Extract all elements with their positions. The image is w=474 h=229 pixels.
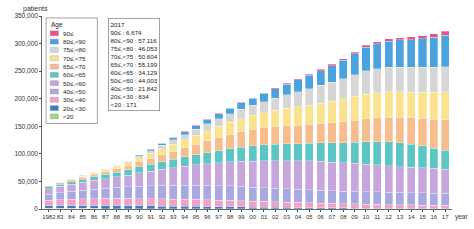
svg-text:<20: <20 — [63, 113, 74, 120]
svg-text:60≤,<65: 60≤,<65 — [63, 71, 86, 78]
svg-text:90≤: 90≤ — [63, 30, 74, 37]
svg-text:150,000: 150,000 — [14, 123, 38, 130]
svg-text:30≤,<40: 30≤,<40 — [63, 96, 86, 103]
svg-text:40≤,<50: 40≤,<50 — [63, 88, 86, 95]
svg-text:70≤,<75: 70≤,<75 — [63, 55, 86, 62]
svg-text:05: 05 — [306, 214, 313, 220]
svg-text:08: 08 — [340, 214, 347, 220]
svg-text:91: 91 — [147, 214, 154, 220]
svg-text:04: 04 — [295, 214, 302, 220]
svg-text:96: 96 — [204, 214, 211, 220]
svg-text:80≤,<90: 80≤,<90 — [63, 38, 86, 45]
svg-text:99: 99 — [238, 214, 245, 220]
svg-text:250,000: 250,000 — [14, 67, 38, 74]
svg-text:90: 90 — [136, 214, 143, 220]
svg-text:20≤,<30: 20≤,<30 — [63, 105, 86, 112]
svg-text:10: 10 — [363, 214, 370, 220]
svg-text:1982: 1982 — [42, 214, 56, 220]
svg-text:11: 11 — [374, 214, 381, 220]
svg-text:50,000: 50,000 — [18, 178, 38, 185]
svg-text:01: 01 — [261, 214, 268, 220]
svg-text:97: 97 — [215, 214, 222, 220]
svg-text:85: 85 — [79, 214, 86, 220]
svg-text:93: 93 — [170, 214, 177, 220]
svg-text:00: 00 — [249, 214, 256, 220]
svg-text:50≤,<60: 50≤,<60 — [63, 80, 86, 87]
svg-text:201790≤ : 6,67480≤,<90 : 57,11: 201790≤ : 6,67480≤,<90 : 57,11675≤,<80 :… — [111, 21, 158, 109]
svg-text:17: 17 — [442, 214, 449, 220]
svg-text:patients: patients — [23, 5, 48, 13]
svg-text:87: 87 — [102, 214, 109, 220]
svg-text:89: 89 — [125, 214, 132, 220]
svg-text:65≤,<70: 65≤,<70 — [63, 63, 86, 70]
svg-text:0: 0 — [34, 205, 38, 212]
svg-text:13: 13 — [397, 214, 404, 220]
svg-text:88: 88 — [113, 214, 120, 220]
svg-text:12: 12 — [385, 214, 392, 220]
svg-text:07: 07 — [329, 214, 336, 220]
svg-text:14: 14 — [408, 214, 415, 220]
svg-text:98: 98 — [227, 214, 234, 220]
svg-text:92: 92 — [159, 214, 166, 220]
svg-text:03: 03 — [283, 214, 290, 220]
svg-text:300,000: 300,000 — [14, 40, 38, 47]
svg-text:02: 02 — [272, 214, 279, 220]
svg-text:Age: Age — [51, 21, 63, 29]
svg-text:200,000: 200,000 — [14, 95, 38, 102]
svg-text:86: 86 — [91, 214, 98, 220]
svg-text:09: 09 — [351, 214, 358, 220]
svg-text:84: 84 — [68, 214, 75, 220]
svg-text:15: 15 — [419, 214, 426, 220]
svg-text:16: 16 — [431, 214, 438, 220]
svg-text:350,000: 350,000 — [14, 12, 38, 19]
svg-text:100,000: 100,000 — [14, 150, 38, 157]
svg-text:06: 06 — [317, 214, 324, 220]
svg-text:year: year — [455, 213, 468, 221]
svg-text:95: 95 — [193, 214, 200, 220]
svg-text:94: 94 — [181, 214, 188, 220]
svg-text:83: 83 — [57, 214, 64, 220]
svg-text:75≤,<80: 75≤,<80 — [63, 46, 86, 53]
